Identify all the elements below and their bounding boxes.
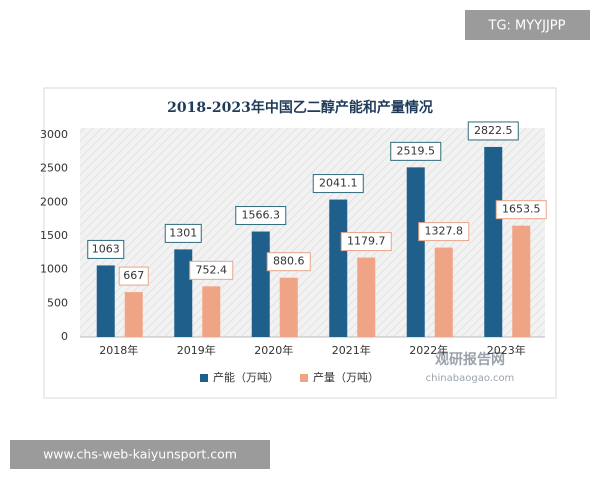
y-tick-label: 2500 bbox=[40, 162, 68, 175]
y-tick-label: 500 bbox=[47, 296, 68, 309]
x-tick-label: 2023年 bbox=[487, 343, 526, 357]
chart-title: 2018-2023年中国乙二醇产能和产量情况 bbox=[167, 99, 433, 116]
bar bbox=[174, 249, 193, 337]
data-label: 1327.8 bbox=[425, 225, 464, 238]
data-label: 880.6 bbox=[273, 255, 305, 268]
data-label-box bbox=[418, 222, 470, 242]
x-tick-label: 2019年 bbox=[177, 343, 216, 357]
legend-swatch bbox=[300, 374, 308, 382]
data-label: 2822.5 bbox=[474, 124, 513, 137]
data-label: 1063 bbox=[92, 242, 120, 255]
bar bbox=[251, 231, 270, 337]
bar bbox=[406, 167, 425, 337]
legend-swatch bbox=[200, 374, 208, 382]
tag-text: TG: MYYJJPP bbox=[488, 19, 566, 34]
data-label-box bbox=[312, 174, 364, 194]
data-label-box bbox=[467, 121, 519, 141]
data-label: 752.4 bbox=[196, 263, 228, 276]
bar bbox=[484, 146, 503, 337]
watermark-name: 观研报告网 bbox=[435, 351, 505, 368]
y-tick-label: 3000 bbox=[40, 128, 68, 141]
y-tick-label: 2000 bbox=[40, 195, 68, 208]
data-label-box bbox=[390, 141, 442, 161]
x-tick-label: 2018年 bbox=[99, 343, 138, 357]
data-label-box bbox=[235, 206, 287, 226]
legend-label: 产能（万吨） bbox=[213, 370, 279, 384]
data-label: 667 bbox=[123, 269, 144, 282]
x-tick-label: 2021年 bbox=[332, 343, 371, 357]
watermark-site: chinabaogao.com bbox=[426, 373, 515, 384]
data-label: 1653.5 bbox=[502, 203, 541, 216]
bar bbox=[124, 292, 143, 337]
plot-area bbox=[80, 128, 545, 337]
bar bbox=[96, 265, 115, 337]
data-label-box bbox=[164, 223, 202, 243]
data-label: 1566.3 bbox=[242, 209, 281, 222]
x-tick-label: 2022年 bbox=[409, 343, 448, 357]
data-label-box bbox=[87, 239, 125, 259]
bar bbox=[329, 199, 348, 337]
legend-label: 产量（万吨） bbox=[313, 370, 379, 384]
chart: 0 500 1000 1500 2000 2500 3000 2018年 1063 667 2019… bbox=[40, 121, 547, 384]
bar bbox=[279, 277, 298, 337]
tag-box bbox=[465, 10, 590, 40]
url-text: www.chs-web-kaiyunsport.com bbox=[43, 447, 237, 462]
data-label-box bbox=[118, 266, 149, 286]
y-tick-label: 1000 bbox=[40, 263, 68, 276]
data-label: 1179.7 bbox=[347, 235, 386, 248]
bar bbox=[512, 225, 531, 337]
data-label-box bbox=[189, 260, 234, 280]
bar bbox=[202, 286, 221, 337]
x-tick-label: 2020年 bbox=[254, 343, 293, 357]
y-tick-label: 1500 bbox=[40, 229, 68, 242]
data-label-box bbox=[495, 200, 547, 220]
bar bbox=[434, 247, 453, 337]
data-label: 2041.1 bbox=[319, 177, 358, 190]
data-label-box bbox=[266, 252, 311, 272]
data-label-box bbox=[340, 232, 392, 252]
data-label: 1301 bbox=[169, 226, 197, 239]
url-box bbox=[10, 440, 270, 469]
data-label: 2519.5 bbox=[397, 144, 436, 157]
bar bbox=[357, 257, 376, 337]
y-tick-label: 0 bbox=[61, 330, 68, 343]
